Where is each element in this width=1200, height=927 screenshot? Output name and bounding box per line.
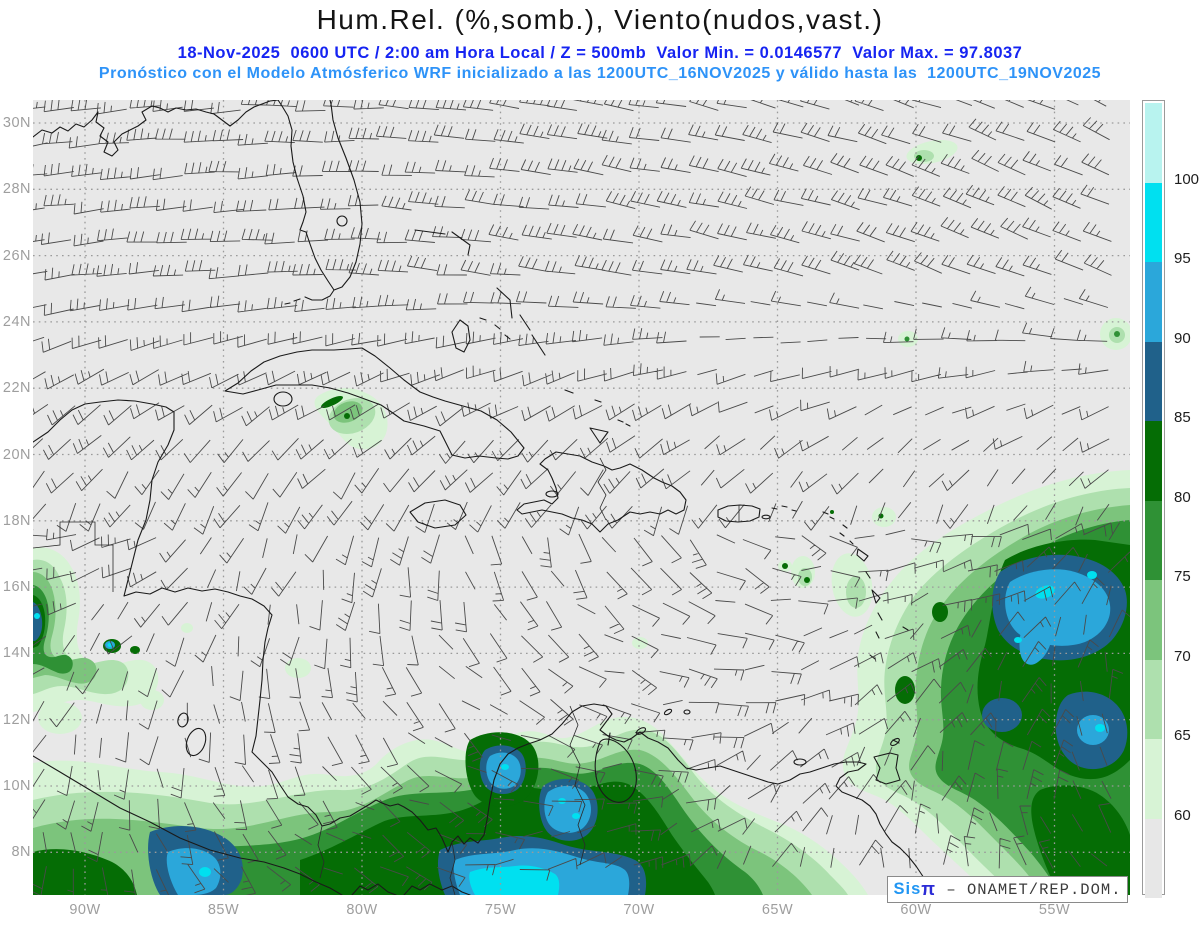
- lon-tick-label: 75W: [484, 902, 517, 918]
- colorbar-tick-label: 60: [1174, 806, 1191, 824]
- lon-tick-label: 65W: [761, 902, 794, 918]
- colorbar-segment: [1145, 103, 1162, 183]
- colorbar-tick-label: 65: [1174, 727, 1191, 744]
- lat-tick-label: 18N: [2, 512, 31, 529]
- lat-tick-label: 28N: [2, 181, 31, 198]
- lat-tick-label: 22N: [2, 380, 31, 397]
- lat-tick-label: 30N: [2, 115, 31, 131]
- humidity-shading: [33, 139, 1130, 895]
- colorbar-segment: [1145, 580, 1162, 660]
- colorbar-segment: [1145, 739, 1162, 819]
- lon-tick-label: 80W: [346, 902, 378, 918]
- lat-tick-label: 12N: [2, 711, 31, 728]
- lat-tick-label: 26N: [2, 247, 31, 264]
- colorbar-tick-label: 75: [1174, 568, 1191, 585]
- lon-tick-label: 85W: [207, 902, 240, 918]
- lat-tick-label: 10N: [2, 778, 31, 794]
- wind-barbs: [33, 100, 1130, 895]
- colorbar-segment: [1145, 659, 1162, 739]
- lon-tick-label: 90W: [69, 902, 101, 918]
- colorbar-tick-label: 90: [1174, 329, 1191, 347]
- colorbar-segment: [1145, 500, 1162, 580]
- page-title: Hum.Rel. (%,somb.), Viento(nudos,vast.): [316, 4, 884, 35]
- colorbar-segment: [1145, 341, 1162, 421]
- colorbar-tick-label: 80: [1174, 488, 1191, 506]
- model-init-line: Pronóstico con el Modelo Atmósferico WRF…: [98, 65, 1102, 82]
- humidity-colorbar: [1142, 100, 1165, 898]
- coastlines: [33, 100, 939, 895]
- valid-time-line: 18-Nov-2025 0600 UTC / 2:00 am Hora Loca…: [177, 44, 1023, 62]
- lat-tick-label: 14N: [2, 645, 31, 662]
- colorbar-tick-label: 70: [1174, 647, 1191, 665]
- brand-org: – ONAMET/REP.DOM.: [936, 880, 1122, 899]
- colorbar-segment: [1145, 818, 1162, 898]
- brand-sis: Sis: [893, 880, 922, 898]
- colorbar-tick-label: 100: [1174, 170, 1200, 188]
- colorbar-tick-label: 85: [1174, 409, 1191, 426]
- country-borders: [33, 457, 740, 895]
- wind-barb-field: [33, 100, 1130, 895]
- lat-tick-label: 24N: [2, 313, 31, 330]
- brand-pi-icon: π: [921, 879, 937, 899]
- branding-box: Sis π – ONAMET/REP.DOM.: [887, 876, 1128, 903]
- colorbar-tick-label: 95: [1174, 250, 1191, 267]
- lon-tick-label: 70W: [623, 902, 655, 918]
- colorbar-segment: [1145, 262, 1162, 342]
- lon-tick-label: 60W: [900, 902, 932, 918]
- lat-tick-label: 20N: [2, 446, 31, 463]
- lat-tick-label: 16N: [2, 579, 31, 596]
- lat-tick-label: 8N: [11, 844, 31, 861]
- colorbar-segment: [1145, 182, 1162, 262]
- lon-tick-label: 55W: [1038, 902, 1071, 918]
- colorbar-segment: [1145, 421, 1162, 501]
